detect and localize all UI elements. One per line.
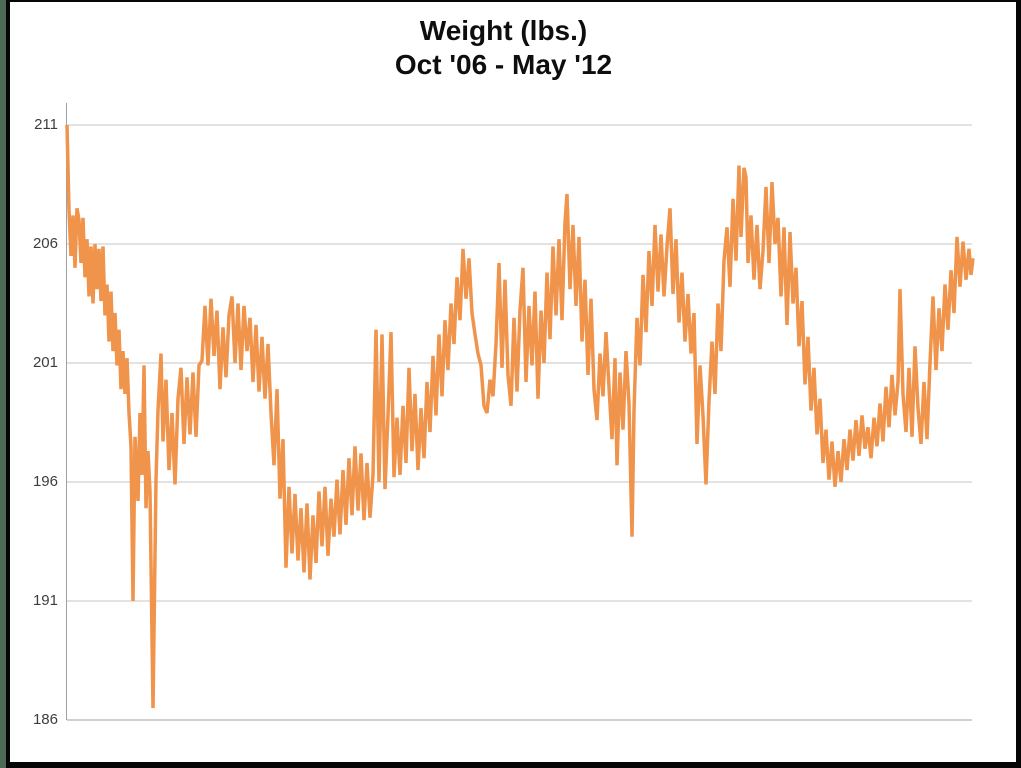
chart-title-line1: Weight (lbs.) xyxy=(419,15,588,46)
left-screen-edge-strip xyxy=(0,0,6,768)
y-tick-label-186: 186 xyxy=(32,711,58,728)
chart-title-line2: Oct '06 - May '12 xyxy=(394,49,613,80)
y-tick-label-196: 196 xyxy=(32,473,58,490)
y-tick-label-201: 201 xyxy=(32,354,58,371)
weight-series-line xyxy=(65,124,975,709)
y-tick-label-206: 206 xyxy=(32,235,58,252)
y-tick-label-211: 211 xyxy=(34,116,58,133)
y-tick-label-191: 191 xyxy=(32,592,58,609)
chart-title: Weight (lbs.) Oct '06 - May '12 xyxy=(35,14,972,82)
